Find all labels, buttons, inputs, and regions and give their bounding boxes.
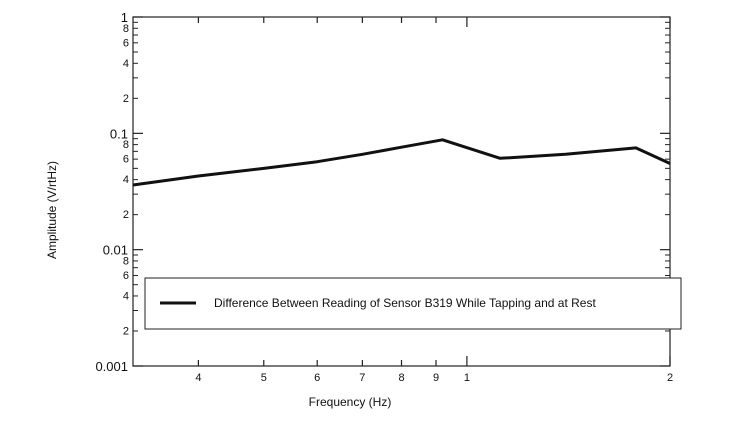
legend-label: Difference Between Reading of Sensor B31…: [214, 296, 596, 310]
x-tick-label: 1: [464, 372, 470, 384]
y-minor-tick-label: 4: [123, 58, 129, 70]
y-minor-tick-label: 2: [123, 325, 129, 337]
y-minor-tick-label: 6: [123, 154, 129, 166]
x-tick-label: 2: [667, 372, 673, 384]
y-minor-tick-label: 2: [123, 93, 129, 105]
y-major-tick-label: 1: [121, 10, 128, 25]
y-minor-tick-label: 8: [123, 255, 129, 267]
x-tick-label: 7: [359, 372, 365, 384]
y-minor-tick-label: 8: [123, 139, 129, 151]
y-minor-tick-label: 6: [123, 37, 129, 49]
y-minor-tick-label: 2: [123, 209, 129, 221]
series-line: [132, 138, 671, 187]
legend-box: [144, 277, 682, 330]
y-minor-tick-label: 6: [123, 270, 129, 282]
y-minor-tick-label: 8: [123, 23, 129, 35]
legend: Difference Between Reading of Sensor B31…: [144, 277, 682, 330]
x-tick-label: 4: [195, 372, 201, 384]
y-minor-tick-label: 4: [123, 174, 129, 186]
x-tick-label: 5: [261, 372, 267, 384]
x-axis-label: Frequency (Hz): [309, 395, 392, 409]
x-tick-label: 6: [314, 372, 320, 384]
y-major-tick-label: 0.001: [95, 359, 128, 374]
y-minor-tick-label: 4: [123, 290, 129, 302]
y-major-tick-label: 0.01: [103, 243, 128, 258]
y-axis-label: Amplitude (V/rtHz): [45, 161, 59, 259]
x-tick-label: 9: [433, 372, 439, 384]
plot-frame: [132, 16, 671, 367]
x-tick-label: 8: [398, 372, 404, 384]
y-major-tick-label: 0.1: [110, 126, 128, 141]
